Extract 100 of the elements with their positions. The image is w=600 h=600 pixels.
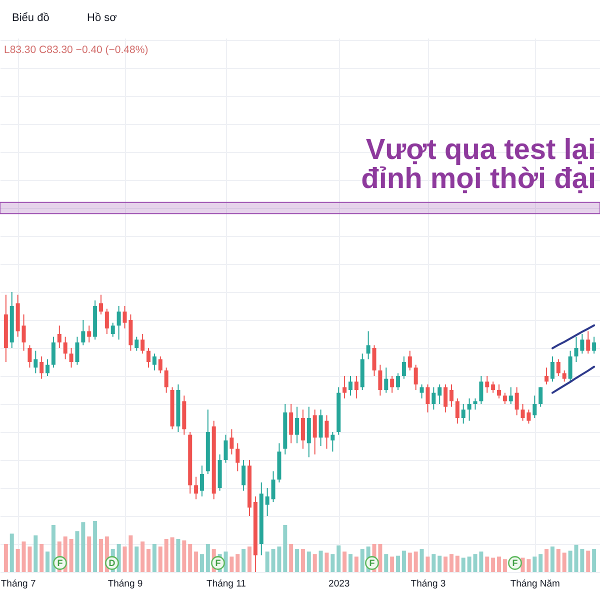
candlestick — [140, 334, 145, 354]
bar — [420, 549, 424, 572]
candlestick — [449, 384, 454, 408]
candlestick — [75, 336, 80, 366]
bar — [580, 549, 584, 572]
bar — [384, 554, 388, 572]
bar — [342, 552, 347, 572]
candlestick — [544, 367, 549, 385]
candlestick — [81, 320, 86, 346]
bar — [402, 550, 406, 572]
candlestick — [426, 384, 430, 413]
annotation: F — [512, 558, 518, 568]
candlestick — [497, 384, 502, 399]
candlestick — [574, 336, 578, 362]
bar — [485, 556, 490, 572]
bar — [81, 522, 86, 572]
bar — [444, 556, 448, 572]
candlestick — [532, 395, 537, 418]
candlestick — [318, 409, 323, 446]
bar — [34, 535, 38, 572]
candlestick — [408, 350, 412, 371]
candlestick — [342, 376, 347, 399]
candlestick — [324, 414, 329, 450]
candlestick — [354, 376, 358, 399]
x-tick-label: Tháng 9 — [108, 578, 143, 590]
bar — [497, 556, 502, 572]
candlestick — [467, 398, 472, 422]
candlestick — [69, 348, 74, 368]
candlestick — [312, 409, 317, 455]
candlestick — [390, 376, 394, 394]
bar — [318, 550, 323, 572]
bar — [324, 552, 329, 572]
bar — [455, 556, 460, 572]
candlestick — [164, 367, 168, 394]
candlestick — [63, 336, 68, 360]
bar — [46, 552, 50, 572]
bar — [200, 554, 204, 572]
candlestick — [444, 384, 448, 413]
bar — [87, 536, 92, 572]
bar — [336, 545, 341, 572]
candlestick — [134, 336, 139, 352]
bar — [93, 521, 98, 572]
bar — [426, 556, 430, 572]
candlestick — [51, 336, 56, 368]
bar — [295, 549, 300, 572]
bar — [4, 544, 8, 572]
candlestick — [295, 406, 300, 444]
candlestick — [502, 392, 507, 404]
bar — [230, 556, 234, 572]
candlestick — [300, 409, 305, 450]
annotation: F — [215, 558, 222, 568]
bar — [40, 544, 44, 572]
candlestick — [580, 334, 584, 354]
bar — [98, 538, 103, 572]
candlestick — [455, 398, 460, 424]
bar — [306, 552, 311, 572]
candlestick — [538, 386, 543, 408]
bar — [414, 552, 418, 572]
bar — [461, 558, 466, 572]
bar — [408, 552, 412, 572]
candlestick — [271, 470, 276, 502]
candlestick — [265, 488, 270, 516]
text: Vượt qua test lại — [366, 134, 596, 166]
candlestick — [22, 314, 26, 352]
candlestick — [432, 386, 436, 410]
candlestick — [224, 434, 228, 464]
candlestick — [586, 330, 590, 354]
bar — [134, 546, 139, 572]
text: L83.30 C83.30 −0.40 (−0.48%) — [4, 44, 148, 56]
candlestick — [152, 353, 156, 371]
candlestick — [461, 404, 466, 424]
bar — [176, 538, 180, 572]
candlestick — [479, 376, 484, 404]
bar — [586, 550, 590, 572]
candlestick — [348, 376, 352, 396]
bar — [449, 554, 454, 572]
bar — [140, 541, 145, 572]
bar — [289, 544, 294, 572]
candlestick — [110, 322, 115, 338]
bar — [354, 556, 358, 572]
candlestick — [384, 367, 388, 394]
bar — [312, 554, 317, 572]
candlestick — [104, 308, 109, 334]
bar — [170, 537, 174, 572]
bar — [69, 538, 74, 572]
candlestick — [568, 350, 572, 382]
candlestick — [473, 398, 478, 410]
x-tick-label: Tháng Năm — [510, 578, 560, 590]
bar — [16, 549, 20, 572]
candlestick — [46, 358, 50, 376]
bar — [10, 534, 14, 572]
candlestick — [514, 386, 519, 416]
x-tick-label: Tháng 7 — [0, 578, 36, 590]
candlestick — [485, 376, 490, 394]
bar — [491, 558, 496, 572]
x-tick-label: Tháng 3 — [410, 578, 446, 590]
candlestick — [491, 381, 496, 394]
bar — [348, 554, 352, 572]
annotation: F — [57, 558, 64, 568]
bar — [396, 556, 400, 572]
